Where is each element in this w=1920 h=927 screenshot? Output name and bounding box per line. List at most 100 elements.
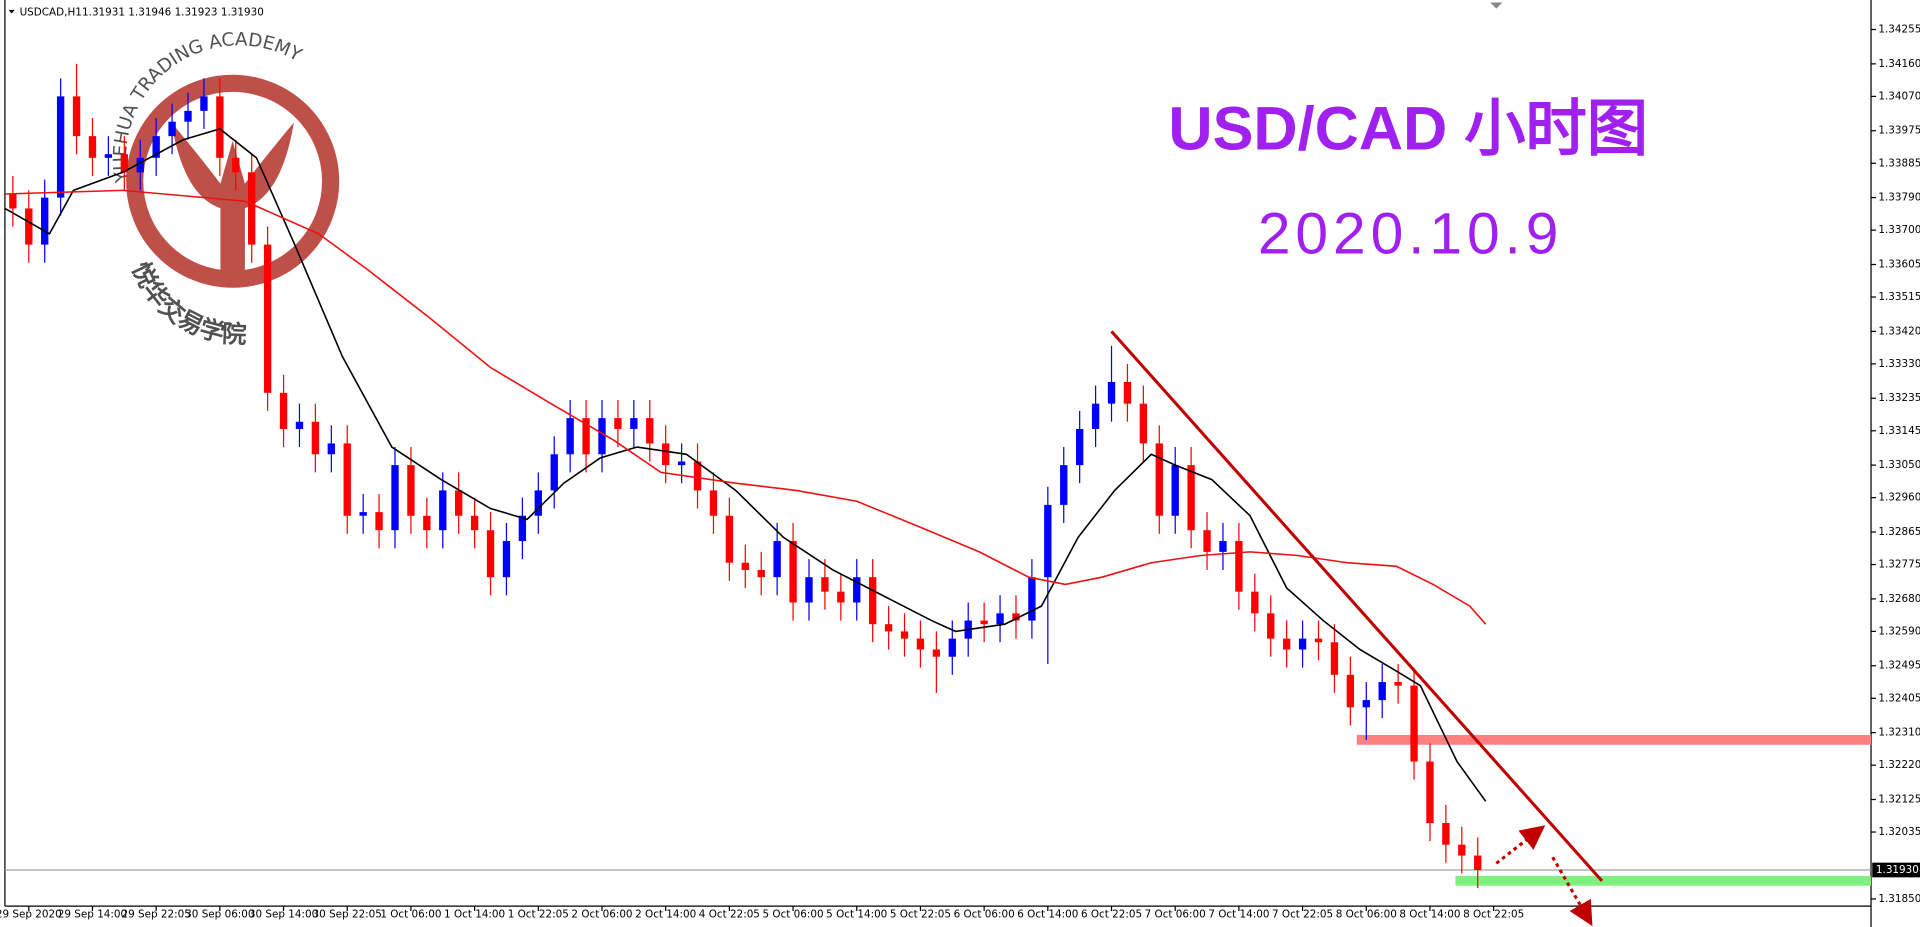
candle-body: [1044, 504, 1052, 578]
candle-body: [1394, 682, 1402, 686]
y-tick-label: 1.32960: [1878, 492, 1920, 504]
candle-body: [948, 638, 956, 657]
zone: [1356, 734, 1872, 745]
candle-body: [869, 577, 877, 625]
candle-body: [805, 577, 813, 603]
candle-body: [853, 577, 861, 603]
candle-body: [104, 154, 113, 158]
candle-body: [1330, 642, 1339, 675]
x-tick-label: 7 Oct 22:05: [1272, 909, 1333, 921]
candle-body: [1314, 638, 1323, 643]
candle-body: [1282, 638, 1291, 650]
x-tick-label: 8 Oct 06:00: [1336, 909, 1397, 921]
candle-body: [1171, 465, 1179, 516]
moving-average: [4, 189, 1487, 625]
x-tick-label: 1 Oct 14:00: [444, 909, 505, 921]
x-tick-label: 5 Oct 22:05: [890, 909, 951, 921]
y-tick-label: 1.33330: [1878, 358, 1920, 370]
candle-body: [837, 591, 845, 603]
y-tick-label: 1.33235: [1878, 392, 1920, 404]
candle-body: [1203, 530, 1211, 552]
candle-body: [773, 541, 781, 578]
arrow-down: [1551, 856, 1593, 927]
y-tick-label: 1.33700: [1878, 224, 1920, 236]
y-tick-label: 1.34255: [1878, 24, 1920, 36]
candle-body: [1219, 541, 1227, 552]
candle-body: [884, 624, 893, 632]
candle-body: [662, 443, 670, 466]
chart-title: USD/CAD 小时图: [1168, 94, 1648, 162]
candle-body: [1378, 682, 1386, 701]
candle-body: [741, 562, 749, 570]
arrow-up: [1495, 825, 1546, 865]
candle-body: [646, 418, 654, 444]
trendline: [1110, 330, 1604, 882]
candle-body: [263, 244, 272, 393]
zone: [1455, 875, 1872, 886]
candle-body: [455, 490, 463, 516]
candle-body: [566, 418, 574, 455]
chart-subtitle: 2020.10.9: [1258, 202, 1564, 267]
candle-body: [391, 465, 399, 531]
candle-body: [200, 96, 208, 111]
candle-body: [996, 613, 1004, 625]
candle-body: [1028, 577, 1036, 621]
x-tick-label: 8 Oct 22:05: [1463, 909, 1524, 921]
candle-body: [900, 631, 909, 639]
candle-body: [1410, 685, 1418, 762]
candle-body: [1235, 541, 1243, 592]
x-tick-label: 30 Sep 14:00: [249, 909, 318, 921]
x-tick-label: 6 Oct 14:00: [1017, 909, 1078, 921]
candle-body: [757, 569, 765, 578]
candle-body: [677, 461, 686, 466]
candle-body: [407, 465, 415, 516]
y-tick-label: 1.33145: [1878, 425, 1920, 437]
ohlc-text: 1.31931 1.31946 1.31923 1.31930: [82, 6, 264, 18]
candle-body: [439, 490, 447, 531]
candle-body: [932, 649, 941, 657]
candle-body: [184, 110, 192, 122]
candle-body: [916, 638, 925, 650]
y-tick-label: 1.32035: [1878, 826, 1920, 838]
candle-body: [502, 541, 511, 578]
y-tick-label: 1.34160: [1878, 58, 1920, 70]
x-tick-label: 1 Oct 22:05: [508, 909, 569, 921]
y-tick-label: 1.32495: [1878, 660, 1920, 672]
candle-body: [136, 157, 144, 173]
candle-body: [56, 96, 65, 198]
y-tick-label: 1.33050: [1878, 459, 1920, 471]
x-tick-label: 7 Oct 14:00: [1208, 909, 1269, 921]
candle-body: [709, 490, 718, 516]
candle-body: [295, 421, 304, 429]
candle-body: [232, 157, 240, 173]
candle-body: [614, 418, 622, 429]
candle-body: [1298, 638, 1307, 650]
candle-body: [1075, 428, 1084, 466]
y-tick-label: 1.33605: [1878, 258, 1920, 270]
y-tick-label: 1.34070: [1878, 90, 1920, 102]
scroll-marker: [1490, 2, 1503, 9]
candle-body: [1251, 591, 1259, 614]
x-tick-label: 5 Oct 14:00: [826, 909, 887, 921]
symbol-toggle[interactable]: [8, 9, 15, 14]
candle-body: [1442, 823, 1450, 845]
candle-body: [1426, 761, 1434, 824]
y-tick-label: 1.32220: [1878, 759, 1920, 771]
x-tick-label: 29 Sep 14:00: [58, 909, 127, 921]
x-tick-label: 4 Oct 22:05: [699, 909, 760, 921]
candle-body: [1012, 613, 1020, 621]
candle-body: [693, 461, 702, 491]
y-tick-label: 1.33885: [1878, 157, 1920, 169]
candle-body: [279, 392, 288, 429]
logo-mark: [171, 122, 294, 276]
x-tick-label: 2 Oct 14:00: [635, 909, 696, 921]
candle-body: [152, 136, 160, 158]
candle-body: [327, 443, 335, 455]
y-tick-label: 1.32680: [1878, 593, 1920, 605]
candle-body: [1155, 443, 1163, 516]
candle-body: [359, 512, 367, 516]
y-tick-label: 1.32125: [1878, 794, 1920, 806]
y-tick-label: 1.32775: [1878, 559, 1920, 571]
candle-body: [72, 96, 81, 137]
candle-body: [821, 577, 829, 592]
